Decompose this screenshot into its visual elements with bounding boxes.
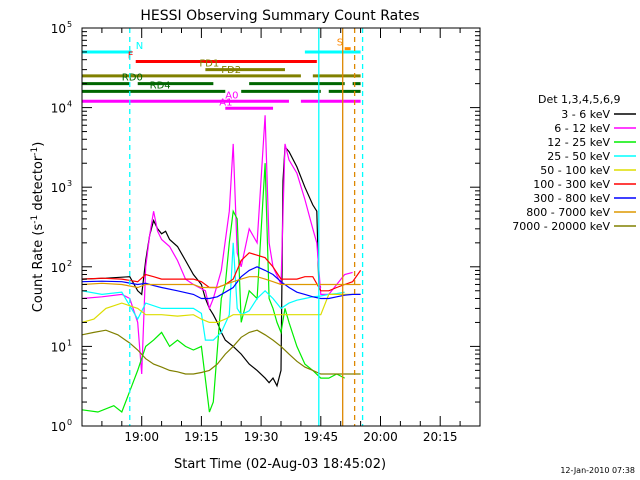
series-layer xyxy=(81,115,362,413)
legend-label-1: 6 - 12 keV xyxy=(554,122,610,135)
series-line-6 xyxy=(81,266,361,300)
legend-label-4: 50 - 100 keV xyxy=(540,164,610,177)
legend-label-7: 800 - 7000 keV xyxy=(526,206,610,219)
series-line-2 xyxy=(81,163,345,413)
y-axis-label: Count Rate (s-1 detector-1) xyxy=(30,142,46,313)
legend-label-5: 100 - 300 keV xyxy=(533,178,610,191)
legend-label-6: 300 - 800 keV xyxy=(533,192,610,205)
series-line-5 xyxy=(81,252,362,292)
x-tick-label-3: 19:45 xyxy=(304,430,339,444)
y-tick-label-4: 10 xyxy=(51,102,66,116)
y-tick-label-1: 10 xyxy=(51,340,66,354)
y-tick-exponent-0: 0 xyxy=(67,418,72,427)
x-tick-label-4: 20:00 xyxy=(363,430,398,444)
y-tick-exponent-4: 4 xyxy=(67,100,72,109)
legend-label-3: 25 - 50 keV xyxy=(547,150,610,163)
timestamp: 12-Jan-2010 07:38 xyxy=(560,466,635,475)
legend-label-8: 7000 - 20000 keV xyxy=(512,220,610,233)
flag-label-6: RD4 xyxy=(150,80,171,91)
y-tick-exponent-3: 3 xyxy=(67,179,72,188)
vertical-markers xyxy=(129,28,364,426)
flag-label-7: A0 xyxy=(225,90,238,101)
flag-label-5: RD0 xyxy=(122,73,143,84)
flag-label-2: F xyxy=(128,50,134,61)
y-tick-exponent-5: 5 xyxy=(67,20,72,29)
legend-label-2: 12 - 25 keV xyxy=(547,136,610,149)
legend-label-0: 3 - 6 keV xyxy=(561,108,610,121)
chart-title: HESSI Observing Summary Count Rates xyxy=(140,8,419,24)
x-tick-label-1: 19:15 xyxy=(184,430,219,444)
series-line-8 xyxy=(81,329,361,375)
series-line-3 xyxy=(81,242,345,341)
y-tick-label-0: 10 xyxy=(51,420,66,434)
flag-label-8: A1 xyxy=(219,97,232,108)
flag-label-4: FD2 xyxy=(221,65,241,76)
y-tick-label-5: 10 xyxy=(51,22,66,36)
series-line-7 xyxy=(81,276,361,289)
flag-label-0: N xyxy=(136,41,143,52)
x-tick-label-5: 20:15 xyxy=(423,430,458,444)
flag-label-1: S xyxy=(337,38,343,49)
x-tick-label-2: 19:30 xyxy=(244,430,279,444)
series-line-1 xyxy=(81,115,353,375)
y-tick-label-2: 10 xyxy=(51,261,66,275)
x-tick-label-0: 19:00 xyxy=(124,430,159,444)
series-line-4 xyxy=(81,293,361,323)
y-tick-exponent-1: 1 xyxy=(67,338,72,347)
y-tick-label-3: 10 xyxy=(51,181,66,195)
legend-title: Det 1,3,4,5,6,9 xyxy=(538,93,621,106)
flag-label-3: FD1 xyxy=(199,59,219,70)
x-axis: 19:00 19:15 19:30 19:45 20:00 20:15 xyxy=(101,28,481,444)
y-tick-exponent-2: 2 xyxy=(67,259,72,268)
x-axis-label: Start Time (02-Aug-03 18:45:02) xyxy=(174,457,386,472)
